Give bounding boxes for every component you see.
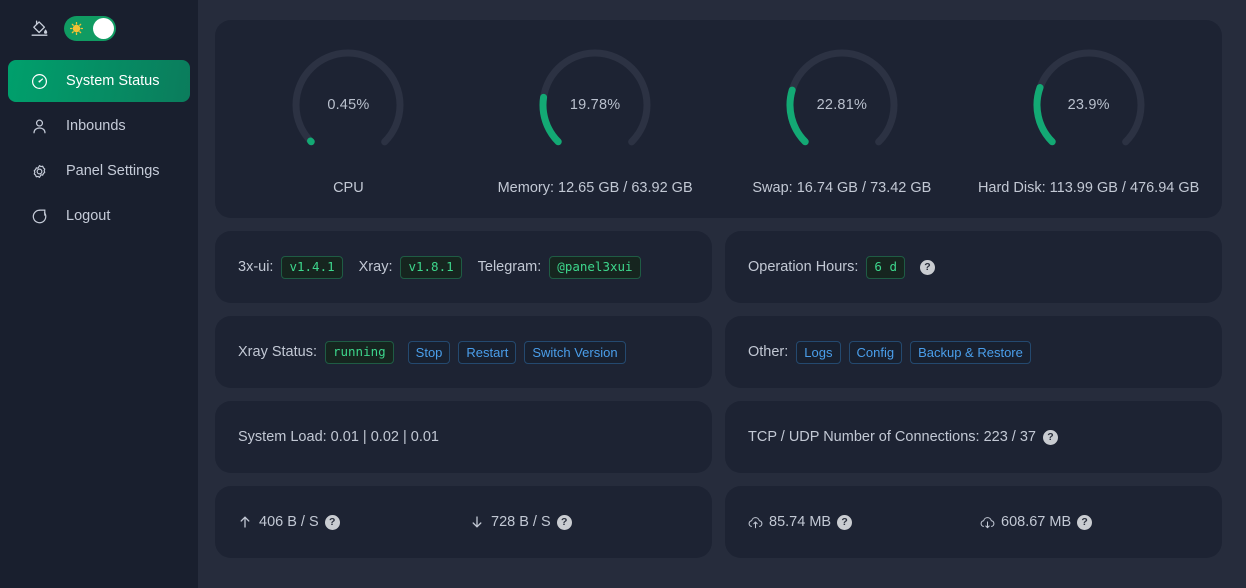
sidebar-item-logout[interactable]: Logout	[8, 195, 190, 237]
operation-hours-value: 6 d	[866, 255, 905, 279]
config-button[interactable]: Config	[848, 340, 903, 364]
telegram-handle-tag[interactable]: @panel3xui	[549, 255, 641, 279]
download-speed-text: 728 B / S	[491, 514, 551, 530]
gauge-value: 23.9%	[1067, 96, 1110, 113]
telegram-label: Telegram:	[477, 259, 542, 275]
cloud-upload-icon	[748, 515, 763, 530]
restart-button[interactable]: Restart	[458, 340, 517, 364]
other-label: Other:	[748, 344, 789, 360]
gear-icon	[31, 163, 48, 180]
system-load-card: System Load: 0.01 | 0.02 | 0.01	[215, 401, 712, 473]
sidebar-item-system-status[interactable]: System Status	[8, 60, 190, 102]
sidebar-theme-bar	[8, 0, 190, 56]
row-xray-status: Xray Status: running Stop Restart Switch…	[215, 316, 1222, 388]
sidebar-item-inbounds[interactable]: Inbounds	[8, 105, 190, 147]
help-icon[interactable]: ?	[556, 514, 572, 530]
sidebar: System Status Inbounds	[0, 0, 198, 588]
system-load-text: System Load: 0.01 | 0.02 | 0.01	[238, 429, 439, 445]
sidebar-item-panel-settings[interactable]: Panel Settings	[8, 150, 190, 192]
xray-version-label: Xray:	[358, 259, 393, 275]
sidebar-item-label: Inbounds	[66, 118, 126, 134]
gauge-memory: 19.78% Memory: 12.65 GB / 63.92 GB	[485, 43, 705, 196]
row-traffic: 406 B / S ? 728 B / S ?	[215, 486, 1222, 558]
arrow-up-icon	[238, 515, 253, 530]
xray-status-badge: running	[324, 340, 394, 364]
stop-button[interactable]: Stop	[407, 340, 451, 364]
gauge-value: 22.81%	[816, 96, 868, 113]
gauge-cpu: 0.45% CPU	[238, 43, 458, 196]
paint-fill-icon[interactable]	[30, 18, 50, 38]
download-speed: 728 B / S ?	[470, 514, 702, 530]
theme-toggle-switch[interactable]	[64, 15, 116, 41]
row-versions: 3x-ui: v1.4.1 Xray: v1.8.1 Telegram: @pa…	[215, 231, 1222, 303]
traffic-received-text: 608.67 MB	[1001, 514, 1072, 530]
xray-version-tag: v1.8.1	[400, 255, 462, 279]
gauge-swap: 22.81% Swap: 16.74 GB / 73.42 GB	[732, 43, 952, 196]
xray-status-card: Xray Status: running Stop Restart Switch…	[215, 316, 712, 388]
help-icon[interactable]: ?	[1043, 429, 1058, 445]
sun-icon	[69, 21, 84, 35]
help-icon[interactable]: ?	[837, 514, 853, 530]
gauge-value: 0.45%	[327, 96, 370, 113]
speed-card: 406 B / S ? 728 B / S ?	[215, 486, 712, 558]
row-load-connections: System Load: 0.01 | 0.02 | 0.01 TCP / UD…	[215, 401, 1222, 473]
gauge-label: Hard Disk: 113.99 GB / 476.94 GB	[977, 179, 1200, 196]
main-content: 0.45% CPU 19.78% Memory: 12.65 GB / 63.9…	[198, 0, 1246, 588]
traffic-received: 608.67 MB ?	[980, 514, 1212, 530]
connections-card: TCP / UDP Number of Connections: 223 / 3…	[725, 401, 1222, 473]
gauge-label: Memory: 12.65 GB / 63.92 GB	[497, 179, 693, 196]
gauge-ring: 22.81%	[780, 43, 904, 167]
sidebar-item-label: System Status	[66, 73, 160, 89]
switch-version-button[interactable]: Switch Version	[524, 340, 626, 364]
connections-text: TCP / UDP Number of Connections: 223 / 3…	[748, 429, 1036, 445]
backup-restore-button[interactable]: Backup & Restore	[910, 340, 1031, 364]
versions-card: 3x-ui: v1.4.1 Xray: v1.8.1 Telegram: @pa…	[215, 231, 712, 303]
xray-status-label: Xray Status:	[238, 344, 317, 360]
system-gauges-card: 0.45% CPU 19.78% Memory: 12.65 GB / 63.9…	[215, 20, 1222, 218]
gauge-ring: 0.45%	[286, 43, 410, 167]
logout-icon	[31, 208, 48, 225]
logs-button[interactable]: Logs	[796, 340, 841, 364]
other-card: Other: Logs Config Backup & Restore	[725, 316, 1222, 388]
gauge-ring: 19.78%	[533, 43, 657, 167]
gauge-hard-disk: 23.9% Hard Disk: 113.99 GB / 476.94 GB	[977, 43, 1200, 196]
toggle-knob	[93, 17, 114, 39]
gauge-ring: 23.9%	[1027, 43, 1151, 167]
gauge-value: 19.78%	[569, 96, 621, 113]
traffic-sent: 85.74 MB ?	[748, 514, 980, 530]
xui-version-tag: v1.4.1	[281, 255, 343, 279]
sidebar-item-label: Panel Settings	[66, 163, 160, 179]
dashboard-icon	[31, 73, 48, 90]
sidebar-nav: System Status Inbounds	[8, 60, 190, 237]
gauge-label: Swap: 16.74 GB / 73.42 GB	[752, 179, 932, 196]
traffic-sent-text: 85.74 MB	[769, 514, 832, 530]
arrow-down-icon	[470, 515, 485, 530]
xui-version-label: 3x-ui:	[238, 259, 274, 275]
cloud-download-icon	[980, 515, 995, 530]
operation-hours-card: Operation Hours: 6 d ?	[725, 231, 1222, 303]
gauge-label: CPU	[333, 179, 364, 196]
help-icon[interactable]: ?	[920, 259, 935, 275]
upload-speed-text: 406 B / S	[259, 514, 319, 530]
sidebar-item-label: Logout	[66, 208, 111, 224]
upload-speed: 406 B / S ?	[238, 514, 470, 530]
help-icon[interactable]: ?	[1077, 514, 1093, 530]
user-icon	[31, 118, 48, 135]
operation-hours-label: Operation Hours:	[748, 259, 859, 275]
help-icon[interactable]: ?	[324, 514, 340, 530]
traffic-total-card: 85.74 MB ? 608.67 MB ?	[725, 486, 1222, 558]
